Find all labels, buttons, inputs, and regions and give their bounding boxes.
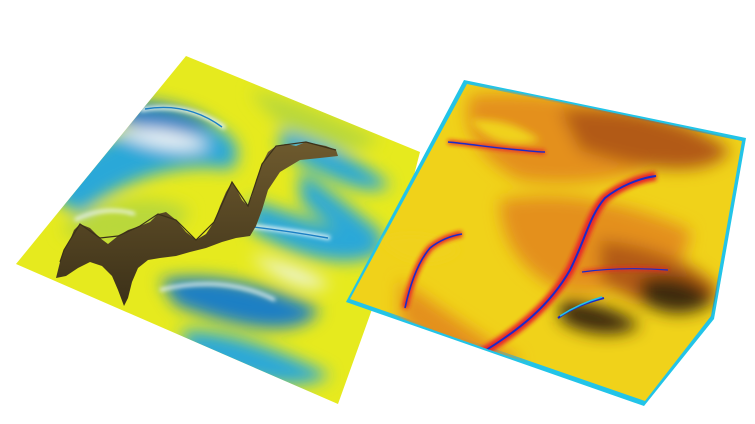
channel-cyan-glint [559,296,603,317]
right-shadow [560,300,640,335]
left-cliff-wall [56,142,338,306]
left-white-highlight [110,128,210,150]
ridge-streak-core [144,106,223,128]
right-orange-patch [560,108,730,169]
channel-blue [581,268,669,273]
left-blue-band [250,200,390,262]
channel-blue [404,233,463,309]
left-terrain-surface [16,56,420,404]
left-lime-patch [250,90,380,150]
right-yellow-highlight [470,119,540,144]
right-terrain-surface [346,80,746,406]
ridge-streak [159,282,276,302]
ridge-streak [74,209,136,222]
left-blue-band [160,276,320,329]
left-blue-band [180,330,330,385]
left-blue-band [300,170,385,241]
channel-blue [447,141,546,153]
left-white-highlight [250,255,330,287]
right-shadow [640,276,715,314]
left-cliff-rim [59,141,337,263]
channel-blue [477,175,657,356]
